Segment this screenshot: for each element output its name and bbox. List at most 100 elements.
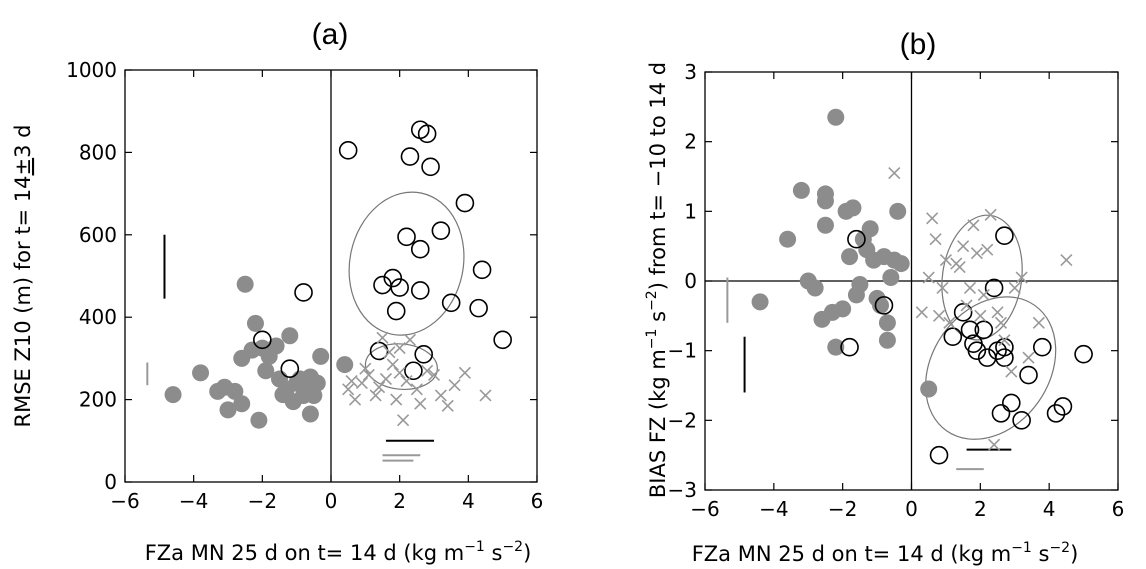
p2-xtick-label: −2 xyxy=(828,497,857,521)
p1-point-open xyxy=(410,239,430,259)
p2-panel-label: (b) xyxy=(900,28,937,61)
p1-point-filled xyxy=(226,382,244,400)
p2-xtick-label: 4 xyxy=(1043,497,1056,521)
p1-point-open xyxy=(469,298,488,318)
p2-point-open xyxy=(1046,404,1066,423)
p2-point-open xyxy=(1032,337,1052,357)
p2-point-cross xyxy=(963,281,977,295)
p2-point-filled xyxy=(892,255,910,273)
p2-point-filled xyxy=(920,380,938,398)
p1-point-cross xyxy=(359,362,372,375)
p2-point-open xyxy=(847,229,866,249)
p1-point-cross xyxy=(345,374,358,388)
p1-point-filled xyxy=(336,356,354,374)
p2-y-axis-label: BIAS FZ (kg m−1 s−2) from t= −10 to 14 d xyxy=(644,62,670,498)
p1-point-cross xyxy=(403,333,417,346)
p2-point-open xyxy=(1074,344,1093,364)
p2-ytick-label: 0 xyxy=(684,269,697,293)
p2-point-filled xyxy=(844,199,862,217)
p1-point-filled xyxy=(219,401,237,419)
p2-ytick-label: 3 xyxy=(684,60,697,84)
p1-point-open xyxy=(472,260,492,280)
p2-point-open xyxy=(984,278,1004,298)
p1-point-cross xyxy=(441,399,454,412)
p1-point-cross xyxy=(427,368,441,381)
p1-point-cross xyxy=(393,366,406,379)
p2-point-filled xyxy=(827,108,845,126)
p1-ytick-label: 1000 xyxy=(66,58,117,82)
p2-point-open xyxy=(1012,411,1031,430)
p1-ellipse xyxy=(364,343,438,391)
p2-point-open xyxy=(995,337,1014,357)
p2-xtick-label: −6 xyxy=(690,497,719,521)
p2-point-cross xyxy=(929,233,942,246)
p1-point-cross xyxy=(369,389,382,402)
p1-point-filled xyxy=(267,337,285,355)
p1-point-filled xyxy=(246,314,264,332)
p2-point-cross xyxy=(998,334,1011,347)
p2-point-open xyxy=(874,296,894,315)
p1-point-open xyxy=(404,361,423,381)
p1-point-filled xyxy=(236,275,254,293)
p2-point-filled xyxy=(816,216,834,234)
p1-point-cross xyxy=(390,393,403,406)
p2-point-open xyxy=(991,404,1011,423)
p2-point-open xyxy=(943,327,963,347)
p2-point-open xyxy=(929,445,949,465)
p1-point-open xyxy=(294,283,313,302)
p1-ytick-label: 600 xyxy=(79,223,117,247)
p2-point-cross xyxy=(888,166,901,180)
p2-point-filled xyxy=(851,275,869,293)
p1-point-cross xyxy=(458,366,471,379)
p2-point-cross xyxy=(1015,271,1028,284)
p1-point-cross xyxy=(400,374,413,388)
p2-point-cross xyxy=(994,316,1008,329)
p1-ytick-label: 200 xyxy=(79,388,117,412)
p2-point-filled xyxy=(834,300,852,318)
p1-point-open xyxy=(410,281,430,300)
p2-point-cross xyxy=(1005,365,1018,378)
p1-ytick-label: 0 xyxy=(104,470,117,494)
p1-point-filled xyxy=(308,374,326,392)
p2-point-open xyxy=(995,348,1014,367)
p1-point-filled xyxy=(257,362,275,380)
p2-point-filled xyxy=(827,338,845,356)
p2-point-open xyxy=(960,320,980,340)
p2-point-cross xyxy=(932,309,946,322)
p2-xtick-label: 6 xyxy=(1112,497,1125,521)
p2-point-open xyxy=(967,341,987,360)
panel-a: −6 −4 −2 0 2 4 6 0 200 400 600 800 1000 (a) FZa MN 25 … xyxy=(11,18,543,565)
p2-ytick-label: 2 xyxy=(684,130,697,154)
p1-point-open xyxy=(253,330,272,350)
p2-point-cross xyxy=(967,219,980,232)
p2-ytick-label: −2 xyxy=(668,408,697,432)
p1-x-axis-label: FZa MN 25 d on t= 14 d (kg m−1 s−2) xyxy=(145,539,532,565)
p2-point-filled xyxy=(806,279,824,297)
p1-point-cross xyxy=(383,346,396,359)
p2-point-cross xyxy=(960,299,973,312)
p2-point-cross xyxy=(981,243,994,256)
p1-ytick-label: 400 xyxy=(79,305,117,329)
p2-ellipse xyxy=(925,296,1057,440)
p1-point-cross xyxy=(373,381,386,394)
p1-point-open xyxy=(414,344,434,364)
p1-point-cross xyxy=(434,389,447,402)
p2-point-open xyxy=(840,337,859,357)
p1-point-cross xyxy=(348,393,362,406)
p2-ytick-label: −1 xyxy=(668,339,697,363)
p2-point-open xyxy=(1019,365,1038,385)
p2-point-cross xyxy=(957,240,970,253)
p1-point-cross xyxy=(393,342,406,355)
p2-point-open xyxy=(974,320,994,340)
p1-point-filled xyxy=(164,386,182,404)
p1-xtick-label: −2 xyxy=(248,489,277,513)
p2-point-cross xyxy=(991,306,1004,319)
p1-point-filled xyxy=(301,405,319,423)
p2-point-cross xyxy=(1032,316,1045,329)
p1-point-filled xyxy=(312,347,330,365)
p1-point-filled xyxy=(233,395,251,413)
p2-point-filled xyxy=(816,192,834,210)
p2-point-cross xyxy=(915,306,928,319)
p2-point-filled xyxy=(878,314,896,332)
